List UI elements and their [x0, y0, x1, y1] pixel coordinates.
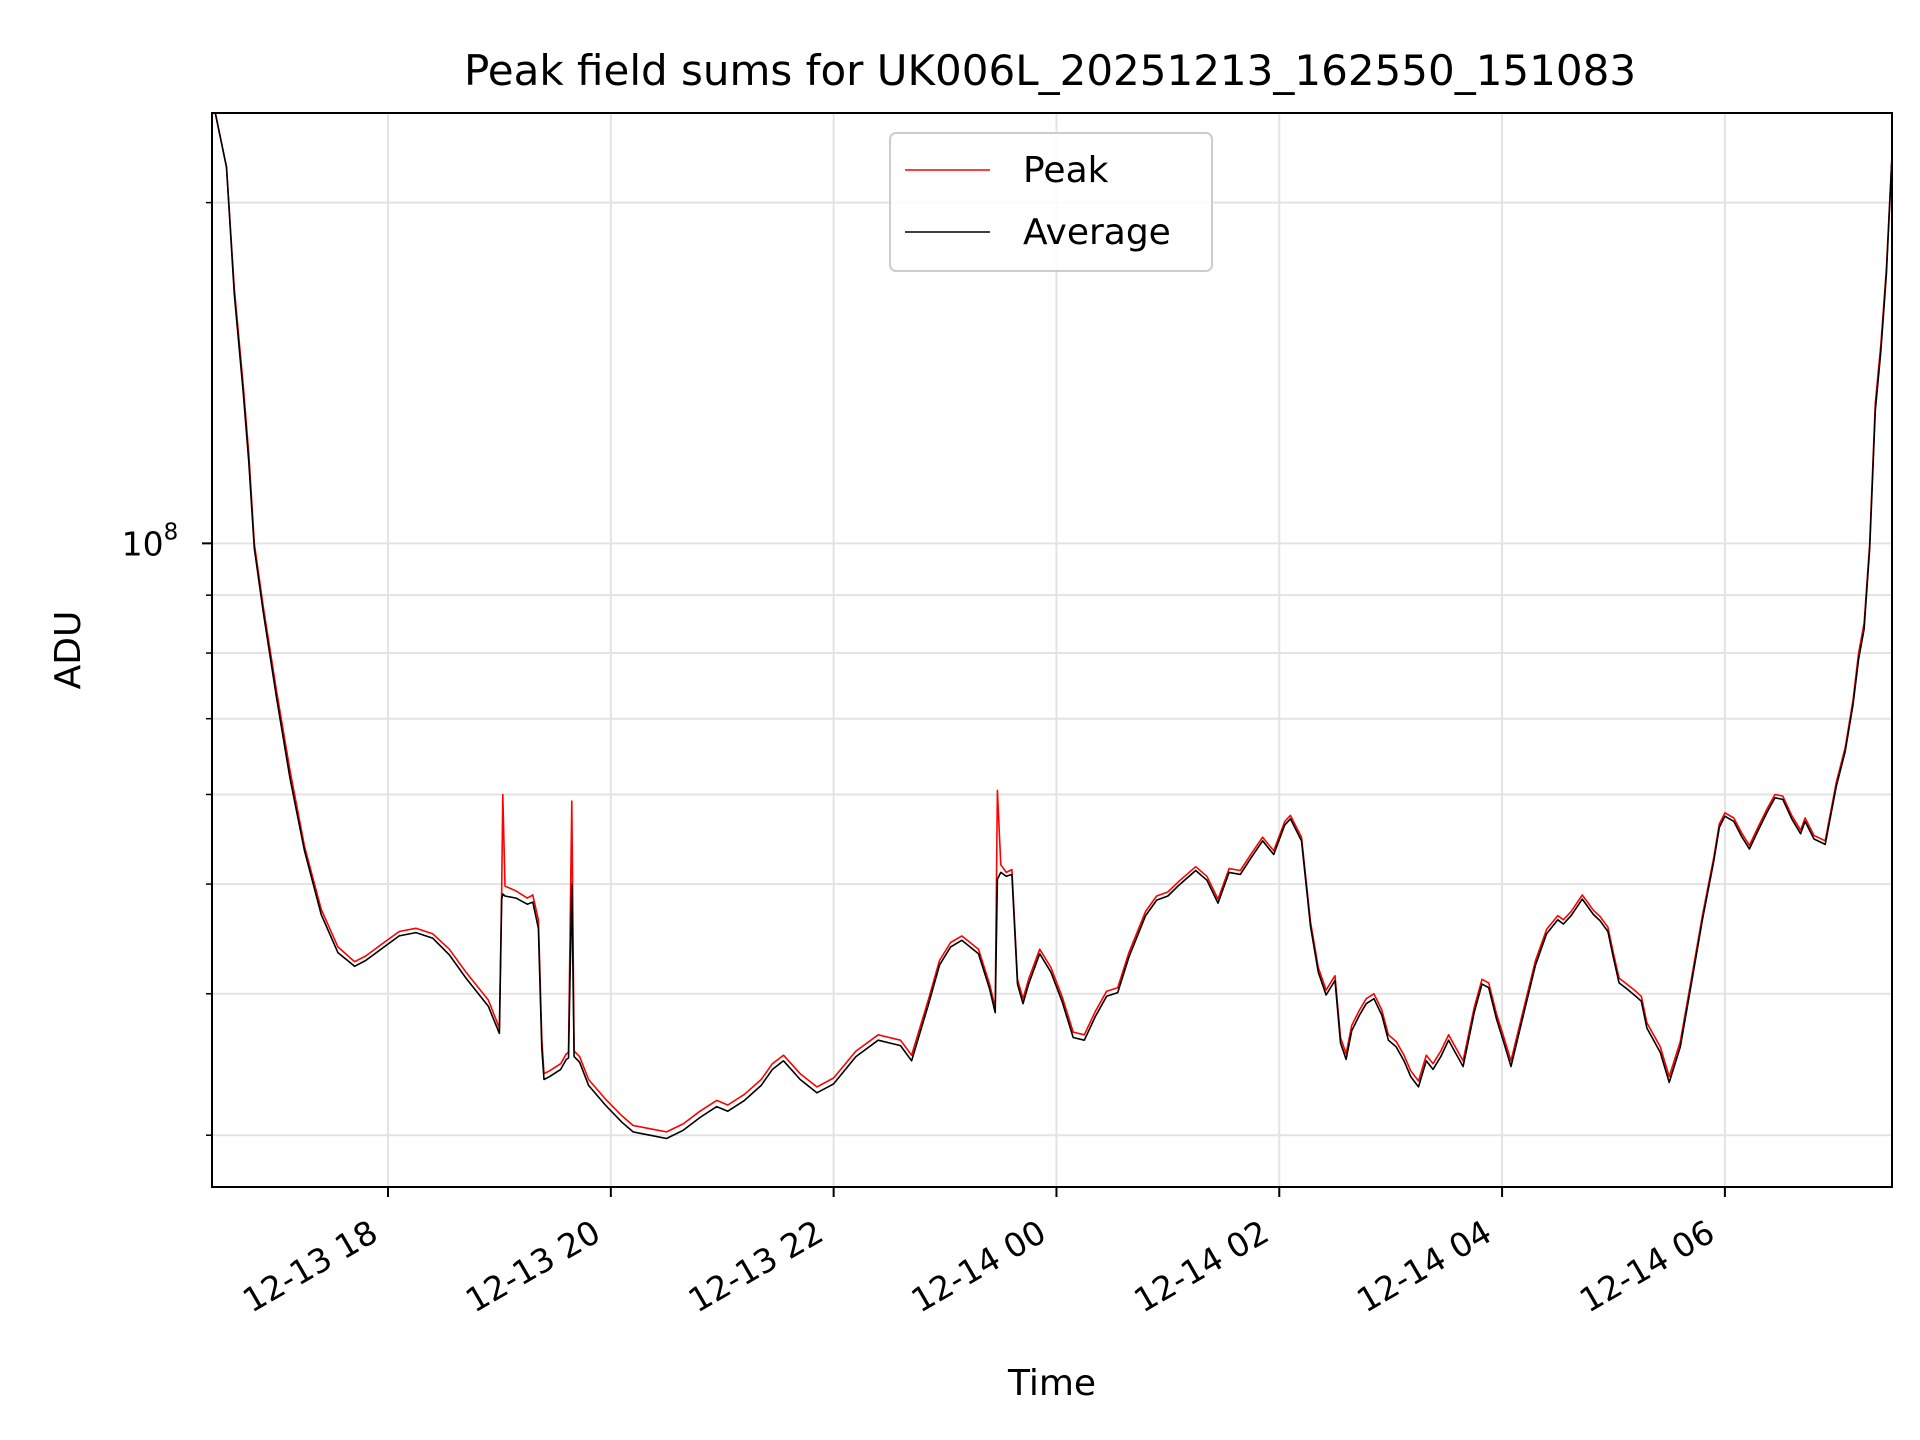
- x-tick-label: 12-13 22: [682, 1212, 830, 1320]
- grid: [212, 113, 1892, 1187]
- y-tick-label: 108: [122, 519, 179, 563]
- series-layer: [214, 113, 1892, 1140]
- legend-box: [889, 132, 1213, 272]
- y-tick-exponent: 8: [164, 519, 179, 545]
- legend-label-peak: Peak: [1023, 150, 1109, 191]
- y-axis-label: ADU: [48, 611, 89, 690]
- x-tick-label: 12-13 20: [459, 1212, 607, 1320]
- plot-frame: [211, 112, 1893, 1188]
- x-tick-label: 12-14 02: [1127, 1212, 1275, 1320]
- chart-title: Peak field sums for UK006L_20251213_1625…: [464, 46, 1636, 95]
- x-tick-label: 12-14 00: [904, 1212, 1052, 1320]
- x-tick-label: 12-13 18: [236, 1212, 384, 1320]
- legend-label-average: Average: [1023, 212, 1171, 253]
- x-tick-label: 12-14 06: [1573, 1212, 1721, 1320]
- x-axis-label: Time: [1007, 1363, 1096, 1404]
- y-tick-base: 10: [122, 524, 164, 563]
- x-axis-ticks: 12-13 18 12-13 20 12-13 22 12-14 00 12-14 02…: [236, 1187, 1726, 1320]
- series-line-average: [214, 113, 1892, 1140]
- x-tick-label: 12-14 04: [1350, 1212, 1498, 1320]
- legend: Peak Average: [889, 132, 1213, 272]
- y-axis-ticks: 108: [122, 201, 212, 1136]
